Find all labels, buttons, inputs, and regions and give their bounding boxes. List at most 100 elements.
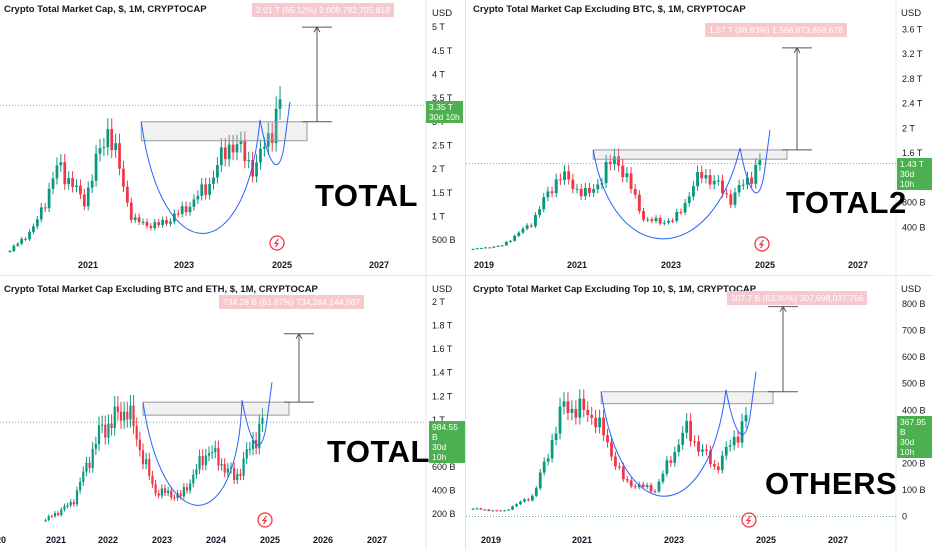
alert-icon-bolt xyxy=(758,239,765,249)
x-tick-label: 2025 xyxy=(260,535,280,545)
candle-body xyxy=(116,406,119,412)
cup-curve xyxy=(592,129,771,240)
candle-body xyxy=(736,436,740,443)
candle-body xyxy=(533,215,537,227)
candle-body xyxy=(207,453,211,456)
candle-body xyxy=(179,493,182,497)
candle-body xyxy=(153,222,157,229)
candle-body xyxy=(165,219,168,224)
y-tick-label: 1 T xyxy=(432,415,445,425)
alert-icon xyxy=(257,512,273,528)
candle-body xyxy=(82,471,85,482)
chart-title: Crypto Total Market Cap Excluding Top 10… xyxy=(473,284,757,295)
candle-body xyxy=(629,173,633,190)
candle-body xyxy=(94,153,98,181)
candle-body xyxy=(66,505,69,507)
candle-body xyxy=(592,189,596,193)
candle-body xyxy=(725,193,729,195)
candle-body xyxy=(579,188,583,197)
price-value: 367.95 B xyxy=(900,417,926,437)
candle-body xyxy=(471,248,475,250)
candle-body xyxy=(251,439,255,449)
candle-body xyxy=(180,206,184,214)
currency-label[interactable]: USD xyxy=(901,8,922,19)
candle-body xyxy=(236,473,239,480)
candle-body xyxy=(637,194,641,212)
candle-body xyxy=(679,211,683,213)
candle-body xyxy=(571,179,575,190)
chart-svg[interactable]: 500 B1 T1.5 T2 T2.5 T3 T3.5 T4 T4.5 T5 T… xyxy=(0,0,465,275)
y-tick-label: 400 B xyxy=(432,486,456,496)
candle-body xyxy=(148,459,151,476)
candle-body xyxy=(671,220,675,222)
x-tick-label: 2024 xyxy=(206,535,226,545)
candle-body xyxy=(270,133,274,144)
candle-body xyxy=(248,448,251,450)
candle-body xyxy=(86,187,90,207)
chart-panel-total[interactable]: 500 B1 T1.5 T2 T2.5 T3 T3.5 T4 T4.5 T5 T… xyxy=(0,0,465,275)
candle-body xyxy=(102,147,106,149)
candle-body xyxy=(219,147,223,166)
candle-body xyxy=(32,226,35,232)
candle-body xyxy=(530,495,534,501)
currency-label[interactable]: USD xyxy=(901,284,922,295)
price-badge: 1.43 T 30d 10h xyxy=(897,158,932,190)
candle-body xyxy=(157,222,161,226)
candle-body xyxy=(188,206,192,213)
candle-body xyxy=(63,506,66,510)
candle-body xyxy=(258,423,261,449)
candle-body xyxy=(484,247,488,249)
candle-body xyxy=(578,398,582,418)
x-tick-label: 2025 xyxy=(755,260,775,270)
resistance-box xyxy=(592,149,788,160)
candle-body xyxy=(499,510,503,512)
candle-body xyxy=(39,207,43,220)
candle-body xyxy=(28,231,31,240)
chart-label: TOTAL3 xyxy=(327,434,448,469)
x-tick-label: 2027 xyxy=(828,535,848,545)
candle-body xyxy=(106,129,110,148)
candle-body xyxy=(496,245,500,247)
candle-body xyxy=(223,464,226,473)
candle-body xyxy=(517,232,521,236)
candle-body xyxy=(492,246,496,248)
candle-body xyxy=(204,455,207,466)
candle-body xyxy=(744,415,748,422)
candle-body xyxy=(521,228,525,233)
y-tick-label: 2 T xyxy=(432,297,445,307)
alert-icon xyxy=(269,235,285,251)
candle-body xyxy=(614,456,617,467)
candle-body xyxy=(75,185,78,188)
currency-label[interactable]: USD xyxy=(432,284,453,295)
x-tick-label: 2021 xyxy=(46,535,66,545)
candle-body xyxy=(233,467,236,480)
y-tick-label: 700 B xyxy=(902,326,926,336)
candle-body xyxy=(621,466,625,480)
candle-body xyxy=(729,194,733,205)
candle-body xyxy=(696,172,700,187)
candle-body xyxy=(654,217,658,222)
candle-body xyxy=(50,516,53,518)
candle-body xyxy=(114,143,118,150)
candle-body xyxy=(200,184,204,196)
candle-body xyxy=(72,502,75,505)
candle-body xyxy=(677,444,681,452)
candle-body xyxy=(243,141,247,162)
candle-body xyxy=(488,247,492,249)
candle-body xyxy=(97,425,101,445)
candle-body xyxy=(612,156,616,165)
price-value: 1.43 T xyxy=(900,159,924,169)
currency-label[interactable]: USD xyxy=(432,8,453,19)
alert-icon-bolt xyxy=(273,238,280,248)
y-tick-label: 800 B xyxy=(902,299,926,309)
candle-body xyxy=(135,426,138,440)
candle-body xyxy=(554,433,558,440)
y-tick-label: 1.5 T xyxy=(432,188,453,198)
candle-body xyxy=(245,449,248,459)
